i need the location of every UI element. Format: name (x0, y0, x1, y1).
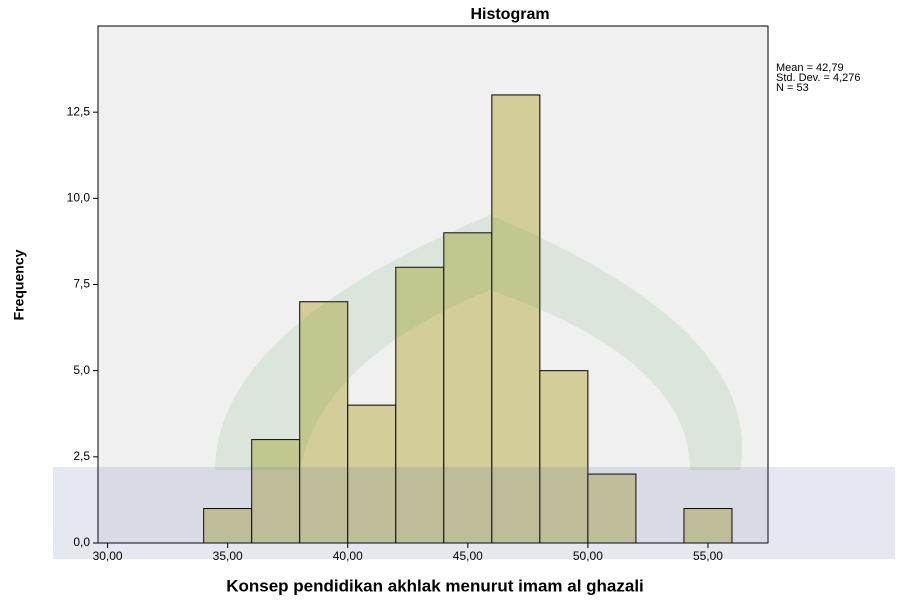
x-tick-label: 40,00 (333, 549, 363, 563)
watermark-band (53, 467, 895, 559)
x-tick-label: 50,00 (573, 549, 603, 563)
x-tick-label: 30,00 (93, 549, 123, 563)
y-tick-label: 12,5 (67, 104, 91, 118)
x-tick-label: 35,00 (213, 549, 243, 563)
y-tick-label: 2,5 (73, 449, 90, 463)
x-tick-label: 55,00 (693, 549, 723, 563)
x-tick-label: 45,00 (453, 549, 483, 563)
y-tick-label: 5,0 (73, 363, 90, 377)
chart: Histogram Frequency Konsep pendidikan ak… (0, 0, 919, 601)
y-tick-label: 0,0 (73, 535, 90, 549)
y-tick-label: 10,0 (67, 191, 91, 205)
y-tick-label: 7,5 (73, 277, 90, 291)
y-axis-label: Frequency (11, 249, 27, 320)
stat-line: N = 53 (776, 82, 809, 94)
chart-title: Histogram (470, 6, 549, 23)
x-axis-label: Konsep pendidikan akhlak menurut imam al… (226, 576, 644, 595)
